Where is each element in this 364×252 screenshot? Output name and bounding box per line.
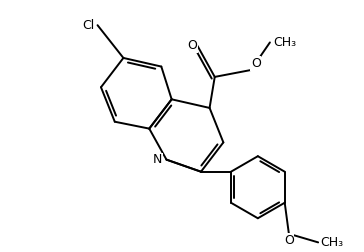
- Text: CH₃: CH₃: [320, 236, 343, 249]
- Text: CH₃: CH₃: [273, 36, 297, 49]
- Text: Cl: Cl: [82, 19, 94, 32]
- Text: O: O: [187, 39, 198, 52]
- Text: O: O: [284, 234, 294, 247]
- Text: N: N: [153, 153, 162, 166]
- Text: O: O: [251, 57, 261, 70]
